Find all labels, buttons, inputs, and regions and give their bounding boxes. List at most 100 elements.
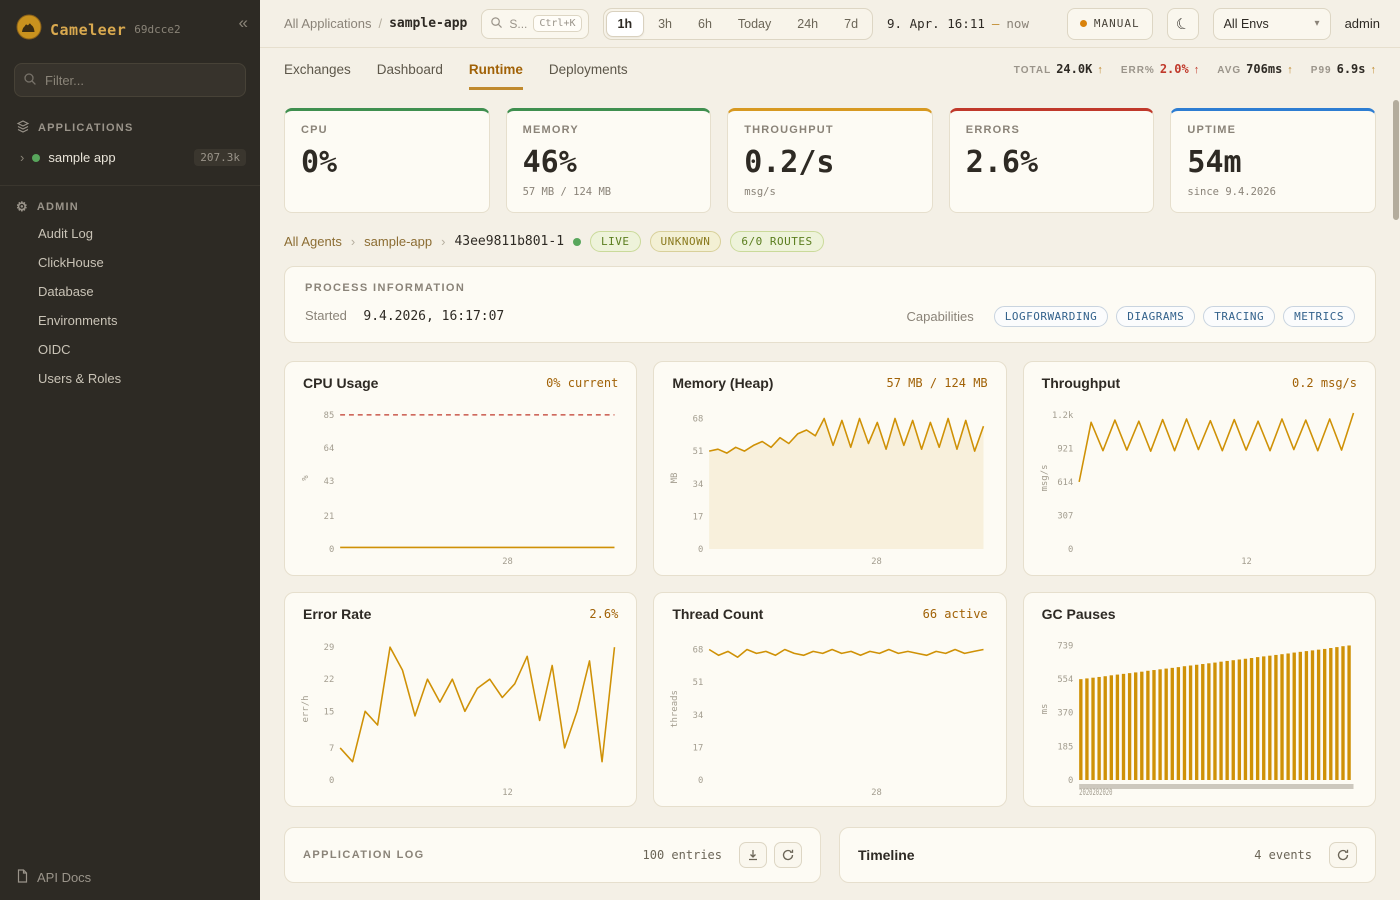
time-range-24h[interactable]: 24h — [785, 11, 830, 37]
date-range-picker[interactable]: 9. Apr. 16:11 — now — [887, 16, 1029, 31]
live-status-dot — [573, 237, 582, 246]
chart-title-gc-pauses: GC Pauses — [1041, 606, 1116, 622]
timeline-event-count: 4 events — [1254, 848, 1312, 862]
bottom-panels: APPLICATION LOG 100 entries — [284, 827, 1376, 883]
tab-deployments[interactable]: Deployments — [548, 61, 628, 77]
tab-exchanges[interactable]: Exchanges — [284, 61, 351, 77]
breadcrumb-current: sample-app — [389, 16, 468, 31]
svg-text:68: 68 — [693, 414, 704, 424]
sidebar-item-clickhouse[interactable]: ClickHouse — [38, 255, 104, 270]
stat-card-uptime: UPTIME 54m since 9.4.2026 — [1170, 108, 1376, 213]
layers-icon — [16, 119, 30, 136]
sidebar-item-users-roles[interactable]: Users & Roles — [38, 371, 122, 386]
agent-crumb-all-agents[interactable]: All Agents — [284, 234, 342, 249]
chart-card-error-rate: Error Rate 2.6% 0 7 15 22 29 err/h 12 — [284, 592, 638, 807]
tab-dashboard[interactable]: Dashboard — [376, 61, 443, 77]
refresh-mode-button[interactable]: MANUAL — [1066, 7, 1153, 40]
app-title: Cameleer — [50, 20, 127, 39]
svg-text:28: 28 — [872, 557, 883, 567]
global-search[interactable]: S... Ctrl+K — [481, 8, 589, 39]
capability-tracing: TRACING — [1203, 306, 1276, 327]
process-information-panel: PROCESS INFORMATION Started 9.4.2026, 16… — [284, 266, 1376, 343]
started-value: 9.4.2026, 16:17:07 — [363, 309, 505, 324]
sidebar: Cameleer 69dcce2 « APPLICATIONS › sample… — [0, 0, 260, 900]
content-scroll-area[interactable]: CPU 0% MEMORY 46% 57 MB / 124 MB THROUGHPUT 0.… — [260, 90, 1400, 900]
trend-up-icon: ↑ — [1370, 64, 1377, 76]
sidebar-item-database[interactable]: Database — [38, 284, 94, 299]
refresh-button[interactable] — [774, 842, 802, 868]
svg-text:15: 15 — [324, 707, 335, 717]
breadcrumb-all-applications[interactable]: All Applications — [284, 16, 372, 31]
app-status-dot — [32, 153, 41, 162]
sidebar-item-audit-log[interactable]: Audit Log — [38, 226, 93, 241]
svg-text:554: 554 — [1057, 675, 1073, 685]
chart-current-value-throughput: 0.2 msg/s — [1291, 376, 1357, 390]
chart-plot-cpu-usage: 0 21 43 64 85% 28 — [301, 411, 615, 567]
timeline-panel: Timeline 4 events — [839, 827, 1376, 883]
chevron-right-icon: › — [20, 150, 25, 165]
tab-runtime[interactable]: Runtime — [468, 48, 523, 90]
svg-text:0: 0 — [1068, 545, 1073, 555]
stat-card-cpu: CPU 0% — [284, 108, 490, 213]
sidebar-item-sample-app[interactable]: › sample app 207.3k — [0, 142, 260, 173]
svg-text:0: 0 — [1068, 776, 1073, 786]
sidebar-collapse-button[interactable]: « — [238, 13, 248, 32]
stat-card-subtext: 57 MB / 124 MB — [522, 186, 612, 198]
chart-card-throughput: Throughput 0.2 msg/s 0 307 614 921 1.2k msg/s 12 — [1022, 361, 1376, 576]
manual-label: MANUAL — [1093, 17, 1140, 30]
stat-card-value: 0.2/s — [744, 145, 835, 180]
app-item-count: 207.3k — [194, 149, 246, 166]
sidebar-item-api-docs[interactable]: API Docs — [0, 855, 260, 900]
chart-title-thread-count: Thread Count — [672, 606, 764, 622]
sidebar-item-environments[interactable]: Environments — [38, 313, 118, 328]
user-label: admin — [1344, 16, 1380, 31]
stat-cards-row: CPU 0% MEMORY 46% 57 MB / 124 MB THROUGHPUT 0.… — [284, 108, 1376, 213]
svg-text:err/h: err/h — [301, 695, 311, 722]
svg-text:0: 0 — [698, 545, 703, 555]
agent-breadcrumb-bar: All Agents › sample-app › 43ee9811b801-1 LIVE… — [284, 231, 1376, 252]
svg-text:28: 28 — [502, 557, 513, 567]
search-text: S... — [509, 16, 528, 31]
sidebar-filter-input[interactable] — [14, 63, 246, 97]
admin-nav: Audit Log ClickHouse Database Environments O… — [0, 219, 260, 393]
svg-text:29: 29 — [324, 643, 335, 653]
svg-text:1.2k: 1.2k — [1052, 411, 1074, 421]
stat-card-label: CPU — [301, 124, 328, 136]
download-button[interactable] — [739, 842, 767, 868]
chart-plot-thread-count: 0 17 34 51 68 threads 28 — [670, 645, 984, 798]
refresh-button[interactable] — [1329, 842, 1357, 868]
stat-card-value: 0% — [301, 145, 338, 180]
svg-text:51: 51 — [693, 678, 704, 688]
capabilities-badges: LOGFORWARDING DIAGRAMS TRACING METRICS — [986, 306, 1355, 327]
scrollbar-thumb[interactable] — [1393, 100, 1399, 220]
trend-up-icon: ↑ — [1097, 64, 1103, 76]
ministat-label: AVG — [1217, 65, 1242, 76]
applications-section-label: APPLICATIONS — [38, 121, 134, 134]
dark-mode-toggle[interactable]: ☾ — [1166, 7, 1199, 40]
badge-6-0-routes: 6/0 ROUTES — [730, 231, 824, 252]
badge-live: LIVE — [590, 231, 641, 252]
time-range-6h[interactable]: 6h — [686, 11, 724, 37]
log-entry-count: 100 entries — [642, 848, 722, 862]
timeline-title: Timeline — [858, 847, 915, 863]
chart-current-value-memory-heap: 57 MB / 124 MB — [886, 376, 988, 390]
svg-text:MB: MB — [670, 473, 680, 484]
scrollbar-track[interactable] — [1393, 94, 1399, 896]
svg-text:17: 17 — [693, 743, 704, 753]
agent-crumb-sample-app[interactable]: sample-app — [364, 234, 433, 249]
sidebar-item-oidc[interactable]: OIDC — [38, 342, 71, 357]
time-range-3h[interactable]: 3h — [646, 11, 684, 37]
capabilities-row: Capabilities LOGFORWARDING DIAGRAMS TRACIN… — [907, 306, 1355, 327]
time-range-7d[interactable]: 7d — [832, 11, 870, 37]
time-range-today[interactable]: Today — [726, 11, 783, 37]
stat-card-subtext: msg/s — [744, 186, 776, 198]
env-select[interactable]: All Envs ▾ — [1212, 7, 1331, 40]
main-area: All Applications / sample-app S... Ctrl+… — [260, 0, 1400, 900]
chart-current-value-thread-count: 66 active — [922, 607, 988, 621]
time-range-1h[interactable]: 1h — [605, 10, 645, 37]
breadcrumb: All Applications / sample-app — [284, 16, 467, 31]
breadcrumb-separator: / — [378, 16, 383, 31]
sidebar-header: Cameleer 69dcce2 « — [0, 0, 260, 55]
ministat-value: 706ms — [1246, 62, 1283, 76]
chart-card-gc-pauses: GC Pauses 0 185 370 554 739 ms 2020202020 — [1022, 592, 1376, 807]
